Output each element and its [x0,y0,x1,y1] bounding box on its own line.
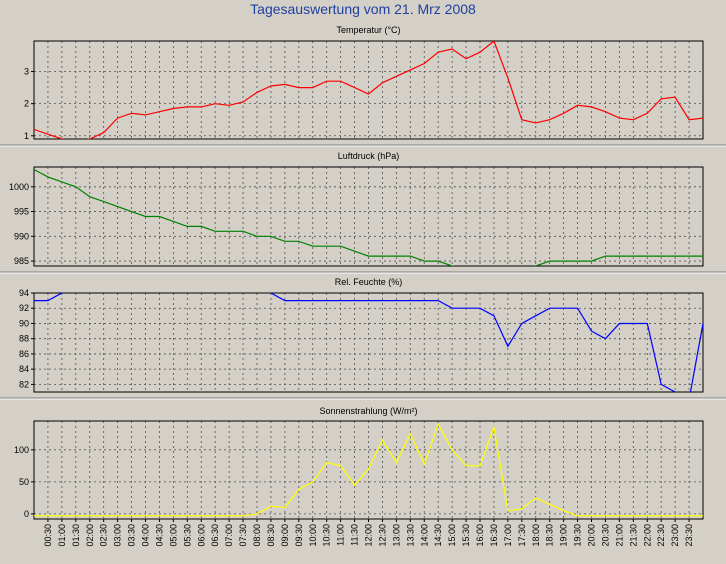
x-tick-label: 09:30 [294,524,304,547]
panel-title: Rel. Feuchte (%) [335,277,403,287]
y-tick-label: 82 [19,379,29,389]
y-tick-label: 50 [19,477,29,487]
panel-title: Sonnenstrahlung (W/m²) [319,406,417,416]
x-tick-label: 03:00 [113,524,123,547]
x-tick-label: 06:00 [196,524,206,547]
x-tick-label: 13:00 [391,524,401,547]
x-tick-label: 02:00 [85,524,95,547]
panel-title: Temperatur (°C) [336,25,400,35]
x-tick-label: 16:00 [475,524,485,547]
x-tick-label: 14:00 [419,524,429,547]
y-tick-label: 90 [19,318,29,328]
y-tick-label: 990 [14,231,29,241]
x-tick-label: 11:00 [336,524,346,546]
x-tick-label: 02:30 [99,524,109,547]
y-tick-label: 84 [19,364,29,374]
x-axis: 00:30 01:00 01:30 02:00 02:30 03:00 03:30 04:00… [43,519,694,547]
series-line [34,41,703,139]
plot-area [34,41,703,139]
series-line [34,293,703,392]
x-tick-label: 01:30 [71,524,81,547]
y-tick-label: 92 [19,303,29,313]
x-tick-label: 11:30 [350,524,360,546]
y-tick-label: 1000 [9,182,29,192]
x-tick-label: 21:30 [628,524,638,547]
x-tick-label: 18:00 [531,524,541,547]
x-tick-label: 19:00 [559,524,569,547]
x-tick-label: 17:30 [517,524,527,547]
y-tick-label: 86 [19,349,29,359]
chart-panel-2: Luftdruck (hPa) 985 990 995 1000 [9,151,704,267]
x-tick-label: 04:00 [141,524,151,547]
x-tick-label: 23:30 [684,524,694,547]
x-tick-label: 07:00 [224,524,234,547]
x-tick-label: 14:30 [433,524,443,547]
plot-frame [33,40,704,140]
y-tick-label: 94 [19,288,29,298]
y-tick-label: 2 [24,99,29,109]
x-tick-label: 12:30 [377,524,387,547]
y-tick-label: 3 [24,67,29,77]
plot-frame [33,166,704,267]
x-tick-label: 13:30 [405,524,415,547]
plot-area [34,421,703,519]
panel-title: Luftdruck (hPa) [338,151,400,161]
x-tick-label: 05:00 [168,524,178,547]
y-tick-label: 995 [14,207,29,217]
x-tick-label: 03:30 [127,524,137,547]
y-tick-label: 88 [19,334,29,344]
y-tick-label: 100 [14,445,29,455]
x-tick-label: 19:30 [573,524,583,547]
x-tick-label: 22:00 [642,524,652,547]
x-tick-label: 16:30 [489,524,499,547]
x-tick-label: 10:00 [308,524,318,547]
chart-panel-3: Rel. Feuchte (%) 82 84 86 88 90 92 94 [19,277,704,393]
x-tick-label: 09:00 [280,524,290,547]
chart-panel-1: Temperatur (°C) 1 2 3 [24,25,704,141]
series-line [34,168,703,266]
x-tick-label: 15:30 [461,524,471,547]
x-tick-label: 10:30 [322,524,332,547]
x-tick-label: 17:00 [503,524,513,547]
plot-frame [33,292,704,393]
y-tick-label: 0 [24,509,29,519]
x-tick-label: 01:00 [57,524,67,547]
x-tick-label: 23:00 [670,524,680,547]
x-tick-label: 15:00 [447,524,457,547]
x-tick-label: 20:30 [600,524,610,547]
x-tick-label: 18:30 [545,524,555,547]
x-tick-label: 20:00 [587,524,597,547]
x-tick-label: 06:30 [210,524,220,547]
y-tick-label: 1 [24,131,29,141]
plot-area [34,167,703,266]
x-tick-label: 12:00 [364,524,374,547]
chart-panel-4: Sonnenstrahlung (W/m²) 0 50 100 [14,406,704,520]
x-tick-label: 22:30 [656,524,666,547]
x-tick-label: 21:00 [614,524,624,547]
x-tick-label: 04:30 [154,524,164,547]
x-tick-label: 08:00 [252,524,262,547]
x-tick-label: 07:30 [238,524,248,547]
x-tick-label: 08:30 [266,524,276,547]
series-line [34,422,703,517]
y-tick-label: 985 [14,256,29,266]
x-tick-label: 00:30 [43,524,53,547]
main-title: Tagesauswertung vom 21. Mrz 2008 [250,1,476,17]
x-tick-label: 05:30 [182,524,192,547]
